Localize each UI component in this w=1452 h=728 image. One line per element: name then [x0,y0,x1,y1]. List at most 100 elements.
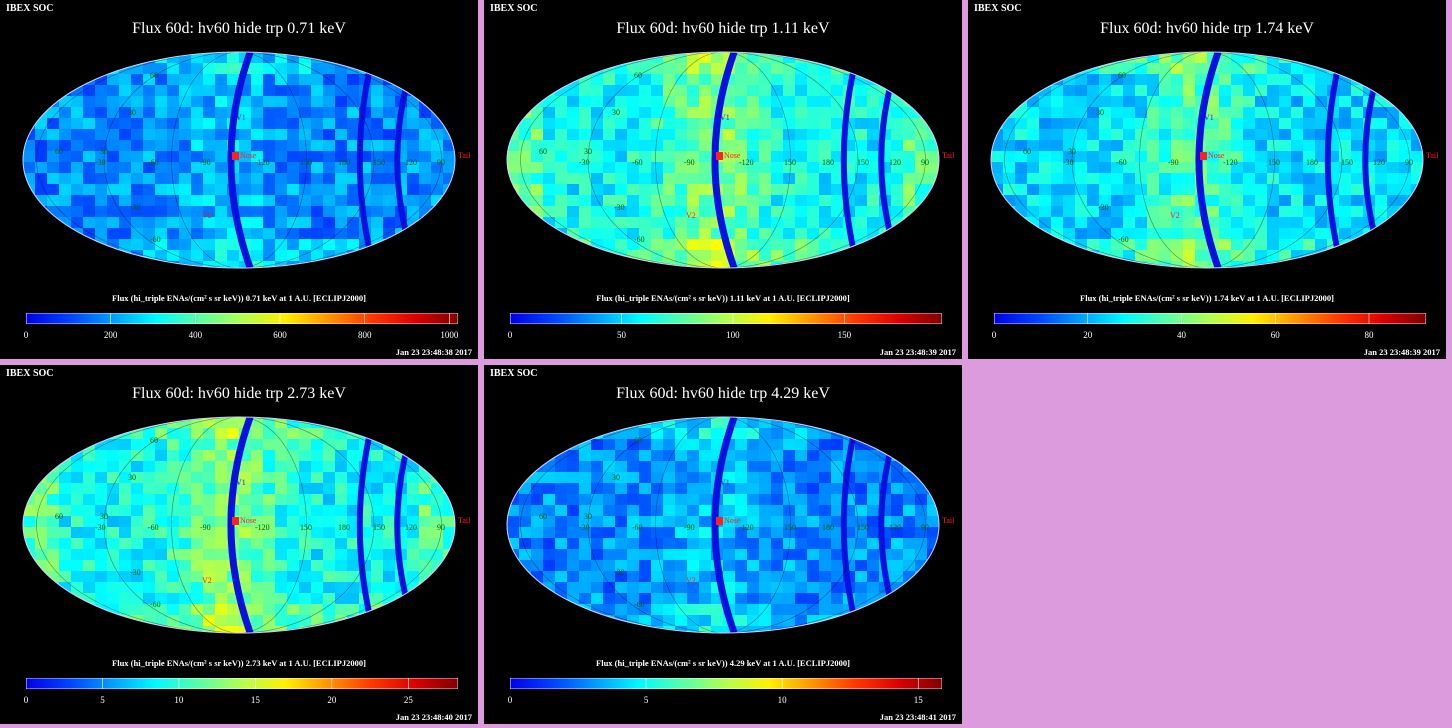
panel-title: Flux 60d: hv60 hide trp 1.74 keV [1100,20,1314,37]
nose-label: Nose [1208,151,1225,160]
lon-label: 90 [921,523,929,532]
map-panel: IBEX SOC Flux 60d: hv60 hide trp 1.11 keV… [484,0,962,359]
lon-label: -30 [1063,158,1074,167]
lon-label: 30 [100,147,108,156]
panel-title: Flux 60d: hv60 hide trp 0.71 keV [132,20,346,37]
lon-label: -90 [684,523,695,532]
tail-label: Tail [1426,151,1439,160]
colorbar-tick-label: 80 [1364,330,1374,340]
timestamp: Jan 23 23:48:41 2017 [879,712,956,722]
timestamp: Jan 23 23:48:39 2017 [1363,347,1440,357]
lon-label: -120 [1223,158,1238,167]
panel-header: IBEX SOC [490,3,538,14]
lon-label: 150 [300,158,312,167]
timestamp: Jan 23 23:48:40 2017 [395,712,472,722]
lon-label: 90 [437,523,445,532]
lat-label: -30 [130,568,141,577]
colorbar-tick-label: 1000 [440,330,459,340]
lat-label: 30 [128,473,136,482]
lon-label: -90 [200,158,211,167]
panel-header: IBEX SOC [974,3,1022,14]
v2-label: V2 [686,211,696,220]
panel-header: IBEX SOC [490,368,538,379]
v2-label: V2 [686,576,696,585]
colorbar [26,313,458,324]
lon-label: 150 [784,523,796,532]
timestamp: Jan 23 23:48:39 2017 [879,347,956,357]
lon-label: 150 [1268,158,1280,167]
colorbar-tick-label: 0 [23,695,29,705]
lat-label: 30 [1096,108,1104,117]
colorbar-tick-label: 400 [188,330,203,340]
nose-marker [716,517,723,525]
lon-label: 180 [822,523,834,532]
lon-label: 60 [1023,147,1031,156]
colorbar-tick-label: 150 [837,330,852,340]
lon-label: -60 [632,158,643,167]
lon-label: -60 [1116,158,1127,167]
lon-label: 60 [539,147,547,156]
lon-label: -120 [255,158,270,167]
nose-marker [232,152,239,160]
v2-label: V2 [202,211,212,220]
lon-label: 120 [889,158,901,167]
panel-header: IBEX SOC [6,368,54,379]
colorbar-tick-label: 200 [103,330,118,340]
lon-label: 60 [539,512,547,521]
colorbar-label: Flux (hi_triple ENAs/(cm² s sr keV)) 1.1… [596,293,850,303]
colorbar [26,678,458,689]
lon-label: 90 [1405,158,1413,167]
tail-label: Tail [942,516,955,525]
lon-label: -120 [255,523,270,532]
colorbar-tick-label: 50 [616,330,626,340]
timestamp: Jan 23 23:48:38 2017 [395,347,472,357]
sky-map: V1 Nose V2 Tail -90 -60 -30 -120 150 180 150 120 90 6… [22,51,471,269]
nose-marker [232,517,239,525]
panel-header: IBEX SOC [6,3,54,14]
colorbar-tick-label: 0 [507,330,513,340]
lon-label: -30 [95,158,106,167]
colorbar-tick-label: 60 [1270,330,1280,340]
map-panel: IBEX SOC Flux 60d: hv60 hide trp 1.74 keV… [968,0,1446,359]
tail-label: Tail [942,151,955,160]
nose-label: Nose [240,151,257,160]
lat-label: -60 [634,235,645,244]
lon-label: -60 [148,158,159,167]
lon-label: 120 [1373,158,1385,167]
colorbar-tick-label: 100 [726,330,740,340]
v2-label: V2 [202,576,212,585]
v1-label: V1 [236,113,246,122]
colorbar-tick-label: 15 [913,695,923,705]
map-panel: IBEX SOC Flux 60d: hv60 hide trp 0.71 keV… [0,0,478,359]
lat-label: -60 [150,600,161,609]
nose-label: Nose [724,151,741,160]
nose-marker [716,152,723,160]
sky-map: V1 Nose V2 Tail -90 -60 -30 -120 150 180 150 120 90 6… [990,51,1439,269]
lon-label: 120 [889,523,901,532]
lat-label: -30 [1098,203,1109,212]
colorbar [510,678,942,689]
sky-map: V1 Nose V2 Tail -90 -60 -30 -120 150 180 150 120 90 6… [506,416,955,634]
colorbar-tick-label: 10 [174,695,184,705]
colorbar-label: Flux (hi_triple ENAs/(cm² s sr keV)) 0.7… [112,293,366,303]
lon-label: -60 [632,523,643,532]
v1-label: V1 [720,113,730,122]
panel-title: Flux 60d: hv60 hide trp 4.29 keV [616,385,830,402]
colorbar-label: Flux (hi_triple ENAs/(cm² s sr keV)) 2.7… [112,658,366,668]
lon-label: 90 [921,158,929,167]
nose-label: Nose [724,516,741,525]
lon-label: -30 [579,158,590,167]
lat-label: 30 [612,473,620,482]
lon-label: 180 [822,158,834,167]
lat-label: -30 [614,568,625,577]
colorbar-tick-label: 20 [1083,330,1093,340]
lon-label: -30 [95,523,106,532]
tail-label: Tail [458,151,471,160]
lon-label: -120 [739,158,754,167]
map-panel: IBEX SOC Flux 60d: hv60 hide trp 4.29 keV… [484,365,962,724]
lat-label: -30 [130,203,141,212]
v1-label: V1 [720,478,730,487]
lat-label: 30 [128,108,136,117]
colorbar-tick-label: 10 [777,695,787,705]
colorbar-tick-label: 600 [273,330,287,340]
